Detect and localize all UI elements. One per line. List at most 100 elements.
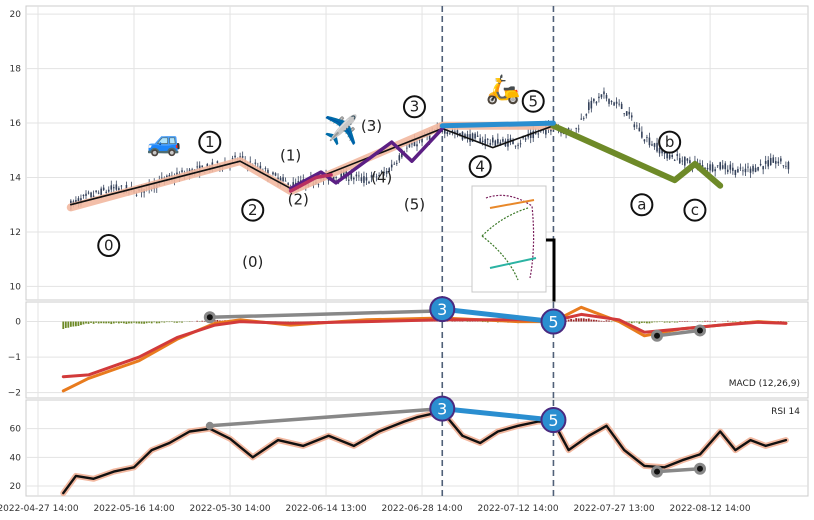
candle-body (689, 160, 691, 164)
histogram-bar (610, 321, 613, 323)
candle-body (661, 149, 663, 154)
xtick-label: 2022-05-16 14:00 (93, 504, 174, 514)
candle-body (772, 157, 775, 163)
inset-pointer-arrow (546, 238, 556, 314)
inset-segment (489, 199, 535, 209)
panel-rsi: 20 40 60 3 5 RSI 14 (10, 395, 809, 497)
histogram-bar (575, 318, 578, 322)
candle-body (92, 195, 95, 197)
candle-body (481, 140, 484, 142)
candle-body (176, 172, 178, 175)
histogram-bar (107, 321, 110, 324)
rsi-panel-label: RSI 14 (771, 407, 800, 417)
candle-body (115, 184, 118, 190)
wave-bubble-label: 3 (437, 400, 447, 419)
candle-body (471, 133, 474, 142)
candle-body (519, 143, 522, 145)
histogram-bar (638, 321, 641, 324)
candle-body (580, 118, 583, 120)
histogram-bar (598, 320, 600, 322)
histogram-bar (585, 318, 588, 322)
wave-label: (1) (280, 147, 301, 165)
candle-body (451, 130, 454, 133)
histogram-bar (203, 320, 206, 322)
rsi-line (62, 410, 788, 495)
candle-body (764, 161, 767, 164)
candle-body (714, 169, 716, 172)
histogram-bar (181, 321, 183, 323)
candle-body (206, 163, 209, 168)
histogram-bar (678, 320, 681, 322)
candle-body (90, 192, 92, 198)
candle-body (785, 165, 787, 167)
histogram-bar (176, 321, 178, 323)
candle-body (590, 100, 593, 109)
candle-body (378, 174, 380, 177)
histogram-bar (153, 321, 156, 323)
candle-body (85, 193, 87, 196)
candle-body (729, 164, 732, 170)
candle-body (668, 154, 671, 159)
candle-body (734, 170, 737, 176)
candle-body (623, 113, 625, 115)
candle-body (673, 160, 676, 162)
histogram-bar (587, 318, 590, 322)
candle-body (524, 138, 527, 140)
wave-label: c (691, 201, 699, 219)
candle-body (388, 168, 391, 173)
wave-label: 2 (248, 201, 258, 219)
candle-body (75, 199, 77, 202)
wave-bubble (429, 296, 456, 323)
histogram-bar (143, 321, 146, 324)
candle-body (476, 135, 479, 137)
wave-bubble-label: 5 (548, 313, 558, 332)
candle-body (744, 168, 747, 173)
candle-body (499, 142, 502, 146)
macd-frame (25, 301, 809, 399)
histogram-bar (628, 321, 631, 323)
candle-body (610, 101, 613, 103)
histogram-bar (219, 320, 221, 322)
histogram-bar (105, 321, 108, 324)
candle-body (613, 102, 615, 106)
candle-body (529, 132, 532, 139)
histogram-bar (90, 321, 92, 323)
wave-label: 1 (205, 133, 215, 151)
candle-body (342, 171, 345, 177)
candle-body (711, 164, 714, 172)
wave-label-circle (402, 95, 426, 119)
candle-body (509, 138, 512, 141)
histogram-bar (213, 320, 216, 322)
candle-body (767, 160, 770, 167)
candle-body (72, 201, 75, 204)
candle-body (648, 137, 651, 146)
candle-body (706, 167, 709, 170)
candle-body (532, 131, 535, 139)
connector-dot (205, 421, 214, 430)
histogram-bar (92, 321, 95, 324)
candle-body (360, 177, 363, 182)
candle-body (605, 94, 608, 99)
macd-ytick-label: −1 (8, 353, 21, 363)
histogram-bar (600, 320, 603, 322)
candle-body (428, 133, 431, 140)
price-ytick-label: 12 (10, 228, 21, 238)
histogram-bar (216, 319, 219, 322)
candle-body (95, 190, 97, 192)
connector-dot (696, 465, 703, 472)
candle-body (406, 147, 408, 149)
candle-body (113, 187, 115, 189)
price-ytick-label: 16 (10, 119, 22, 129)
candle-body (620, 103, 623, 109)
histogram-bar (150, 321, 153, 324)
xtick-label: 2022-07-12 14:00 (478, 504, 559, 514)
candle-body (135, 194, 138, 196)
candle-body (264, 168, 267, 170)
price-frame (25, 5, 809, 301)
rsi-ytick-label: 20 (10, 482, 22, 492)
candle-body (752, 165, 754, 172)
histogram-bar (625, 321, 628, 323)
histogram-bar (163, 321, 166, 323)
candle-body (678, 158, 681, 164)
candle-body (588, 102, 590, 111)
